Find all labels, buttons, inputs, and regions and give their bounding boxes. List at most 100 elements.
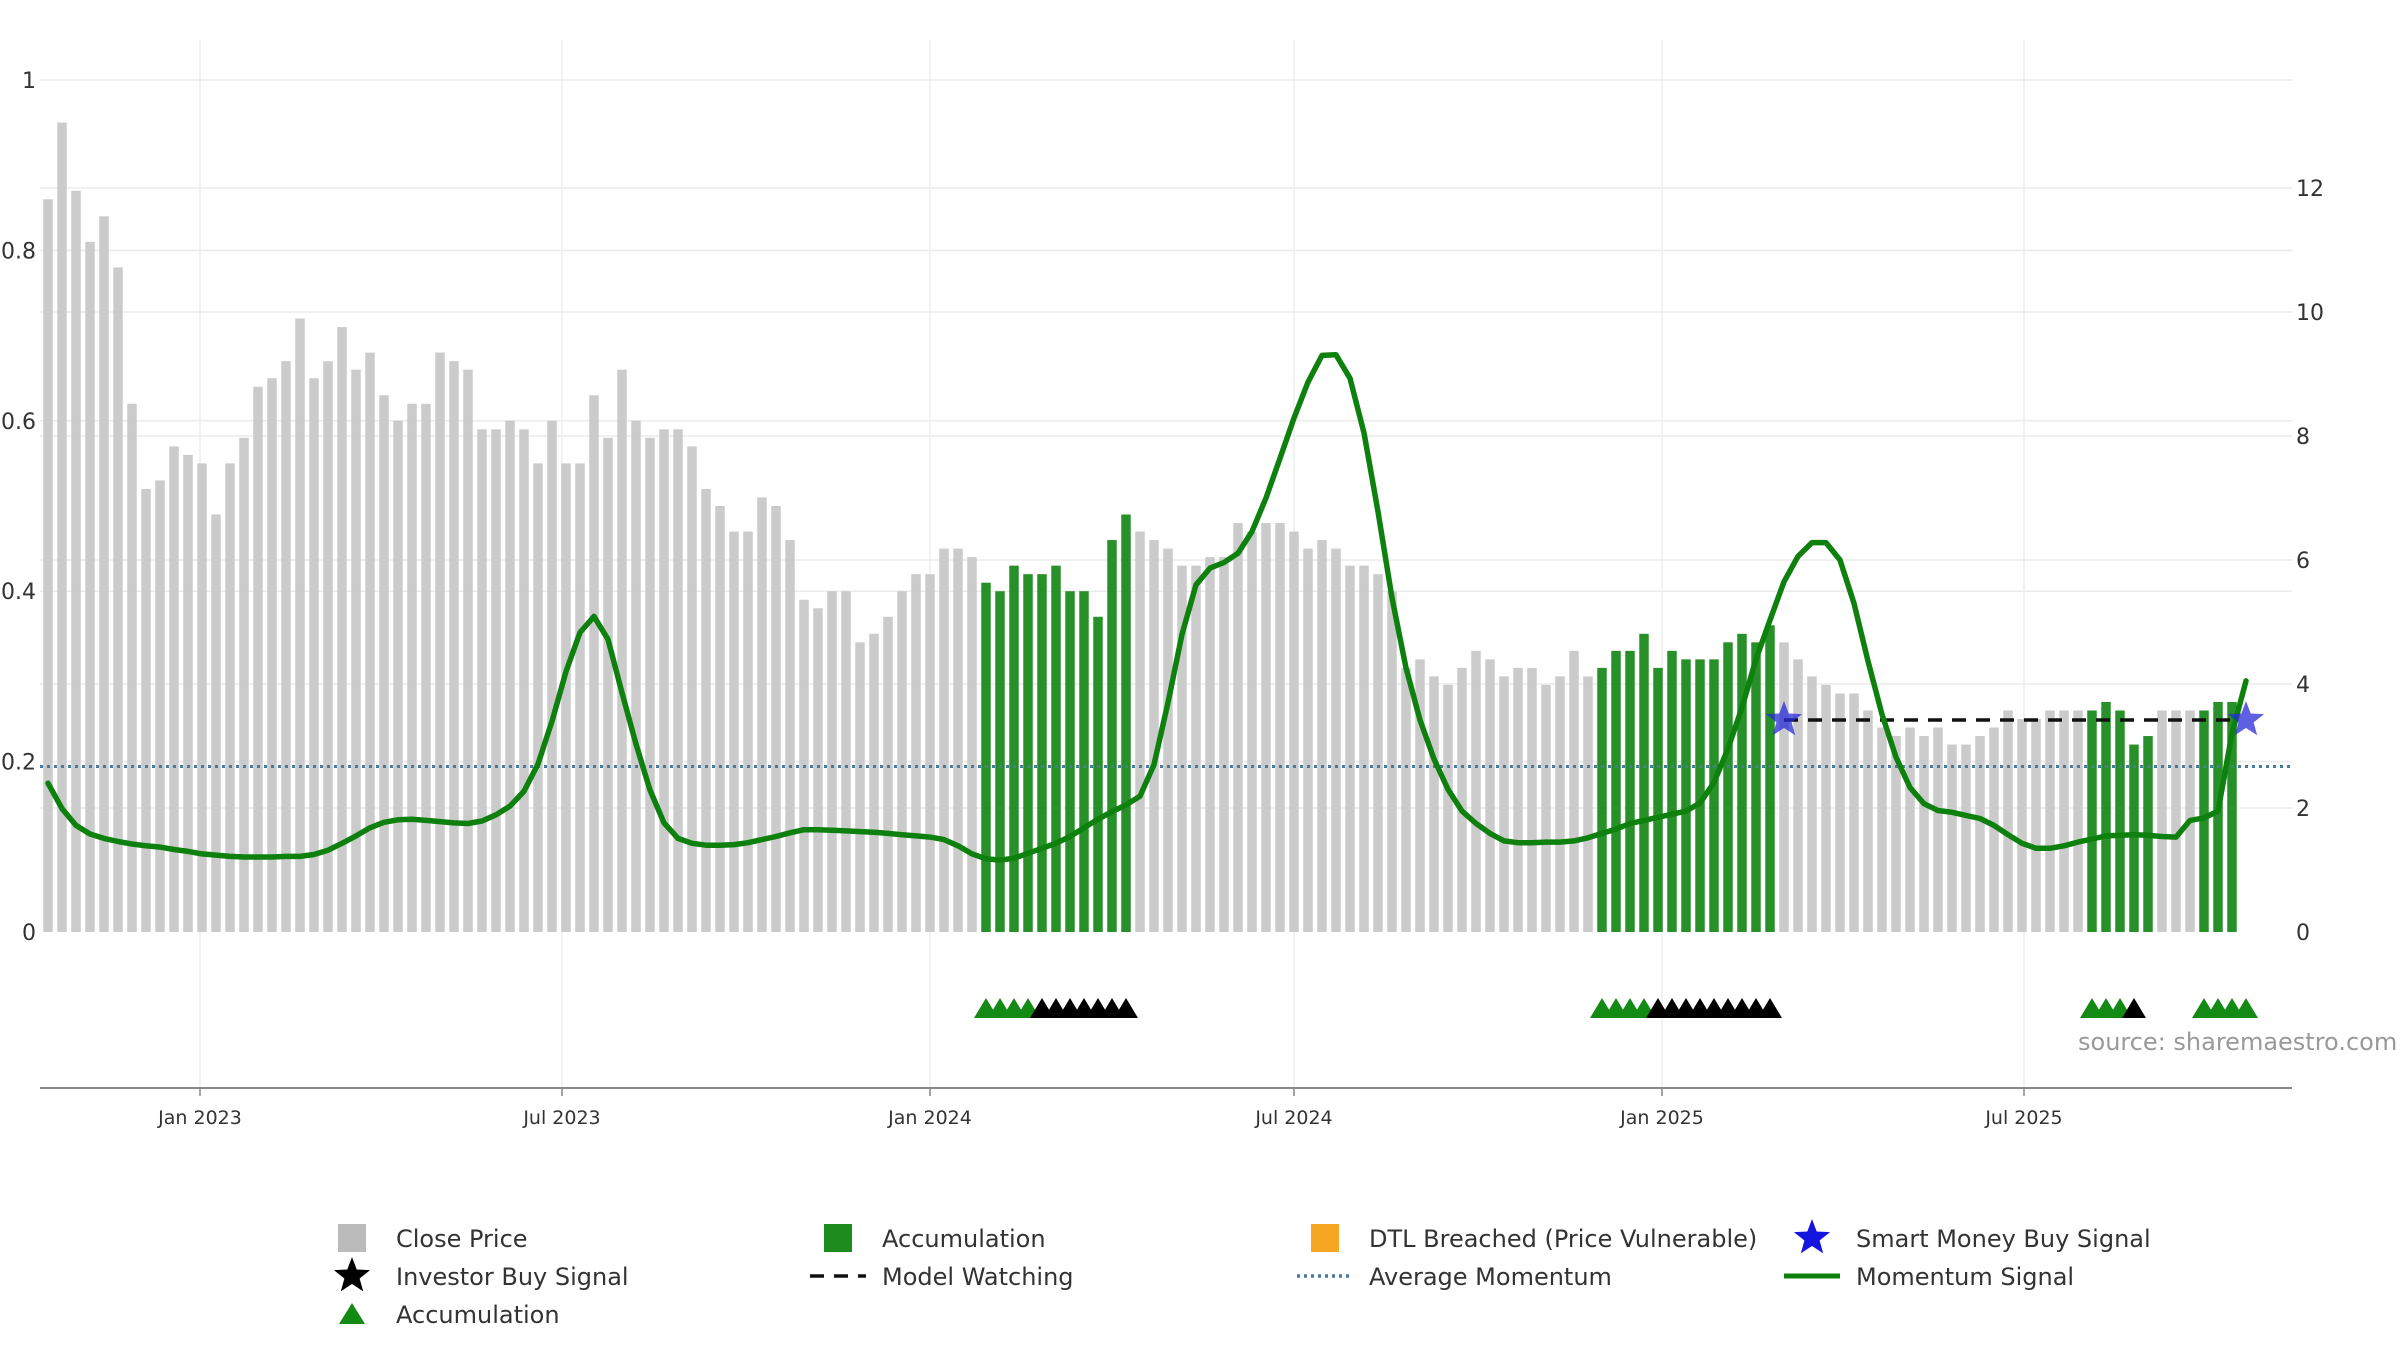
- price-bar: [2031, 719, 2041, 932]
- legend-investor-buy-star: [333, 1257, 371, 1292]
- legend-label: Close Price: [396, 1225, 528, 1253]
- accumulation-bar: [1611, 650, 1621, 932]
- y-left-tick-label: 0.8: [1, 239, 36, 264]
- accumulation-bar: [2087, 710, 2097, 932]
- price-bar: [477, 429, 487, 932]
- price-bar: [141, 488, 151, 932]
- price-bar: [1793, 659, 1803, 932]
- price-bar: [883, 616, 893, 932]
- accumulation-bar: [1709, 659, 1719, 932]
- price-bar: [211, 514, 221, 932]
- price-bar: [1835, 693, 1845, 932]
- y-right-tick-label: 2: [2296, 797, 2310, 822]
- price-bar: [1555, 676, 1565, 932]
- price-bar: [351, 369, 361, 932]
- signal-markers: [974, 701, 2265, 1018]
- price-bar: [1359, 565, 1369, 932]
- legend: Close Price Accumulation DTL Breached (Pri…: [333, 1219, 2151, 1329]
- price-bar: [1877, 727, 1887, 932]
- y-left-tick-label: 1: [22, 69, 36, 94]
- x-tick-label: Jul 2025: [1984, 1107, 2062, 1129]
- price-bar: [1429, 676, 1439, 932]
- momentum-signal-line: [45, 352, 2249, 863]
- x-tick-label: Jan 2024: [887, 1107, 972, 1129]
- price-bar: [785, 540, 795, 932]
- price-bar: [309, 378, 319, 932]
- price-bar: [71, 190, 81, 932]
- accumulation-bar: [1751, 642, 1761, 932]
- y-right-tick-label: 12: [2296, 177, 2324, 202]
- price-bar: [43, 199, 53, 932]
- price-bar: [281, 361, 291, 932]
- price-bar: [2045, 710, 2055, 932]
- legend-label: Accumulation: [396, 1301, 560, 1329]
- price-bar: [1303, 548, 1313, 932]
- accumulation-bar: [1023, 574, 1033, 932]
- price-bar: [687, 446, 697, 932]
- price-bar: [1289, 531, 1299, 932]
- price-bar: [519, 429, 529, 932]
- price-bar: [449, 361, 459, 932]
- price-bar: [295, 318, 305, 932]
- price-bar: [1863, 710, 1873, 932]
- price-bar: [1275, 523, 1285, 932]
- y-left-tick-label: 0.6: [1, 410, 36, 435]
- price-bar: [127, 403, 137, 932]
- price-bar: [1415, 659, 1425, 932]
- price-bar: [155, 480, 165, 932]
- price-bar: [113, 267, 123, 932]
- price-bar: [85, 241, 95, 932]
- legend-smart-money-star: [1793, 1219, 1831, 1254]
- price-bar: [1569, 650, 1579, 932]
- price-bar: [1961, 744, 1971, 932]
- price-bar: [1471, 650, 1481, 932]
- price-bar: [2059, 710, 2069, 932]
- price-bar: [659, 429, 669, 932]
- price-bar: [1821, 684, 1831, 932]
- price-bar: [1849, 693, 1859, 932]
- legend-accumulation-triangle: [339, 1303, 365, 1324]
- price-bar: [1989, 727, 1999, 932]
- price-bar: [1919, 736, 1929, 932]
- price-bar: [1135, 531, 1145, 932]
- legend-label: DTL Breached (Price Vulnerable): [1369, 1225, 1757, 1253]
- price-bar: [1345, 565, 1355, 932]
- price-bar: [1513, 667, 1523, 932]
- price-bar: [1149, 540, 1159, 932]
- price-bar: [267, 378, 277, 932]
- source-label: source: sharemaestro.com: [2078, 1028, 2397, 1056]
- price-bar: [617, 369, 627, 932]
- price-bar: [911, 574, 921, 932]
- price-bar: [771, 506, 781, 932]
- accumulation-bar: [1107, 540, 1117, 932]
- legend-label: Momentum Signal: [1856, 1263, 2074, 1291]
- accumulation-bar: [1065, 591, 1075, 932]
- price-bar: [967, 557, 977, 932]
- price-bar: [1373, 574, 1383, 932]
- y-right-tick-label: 6: [2296, 549, 2310, 574]
- price-bar: [1401, 667, 1411, 932]
- x-tick-label: Jan 2023: [157, 1107, 242, 1129]
- accumulation-bar: [995, 591, 1005, 932]
- price-bar: [1499, 676, 1509, 932]
- accumulation-bar: [1625, 650, 1635, 932]
- price-bar: [1933, 727, 1943, 932]
- legend-accumulation-swatch: [824, 1224, 852, 1252]
- accumulation-bar: [1597, 667, 1607, 932]
- legend-dtl-breached-swatch: [1311, 1224, 1339, 1252]
- price-bar: [1485, 659, 1495, 932]
- price-bar: [239, 437, 249, 932]
- price-bar: [813, 608, 823, 932]
- price-bar: [757, 497, 767, 932]
- price-bar: [1163, 548, 1173, 932]
- accumulation-bar: [981, 582, 991, 932]
- price-bar: [2073, 710, 2083, 932]
- accumulation-bar: [1051, 565, 1061, 932]
- accumulation-bar: [1639, 633, 1649, 932]
- price-bar: [2157, 710, 2167, 932]
- accumulation-bar: [1681, 659, 1691, 932]
- x-tick-label: Jul 2024: [1254, 1107, 1332, 1129]
- accumulation-bar: [2115, 710, 2125, 932]
- price-bar: [183, 454, 193, 932]
